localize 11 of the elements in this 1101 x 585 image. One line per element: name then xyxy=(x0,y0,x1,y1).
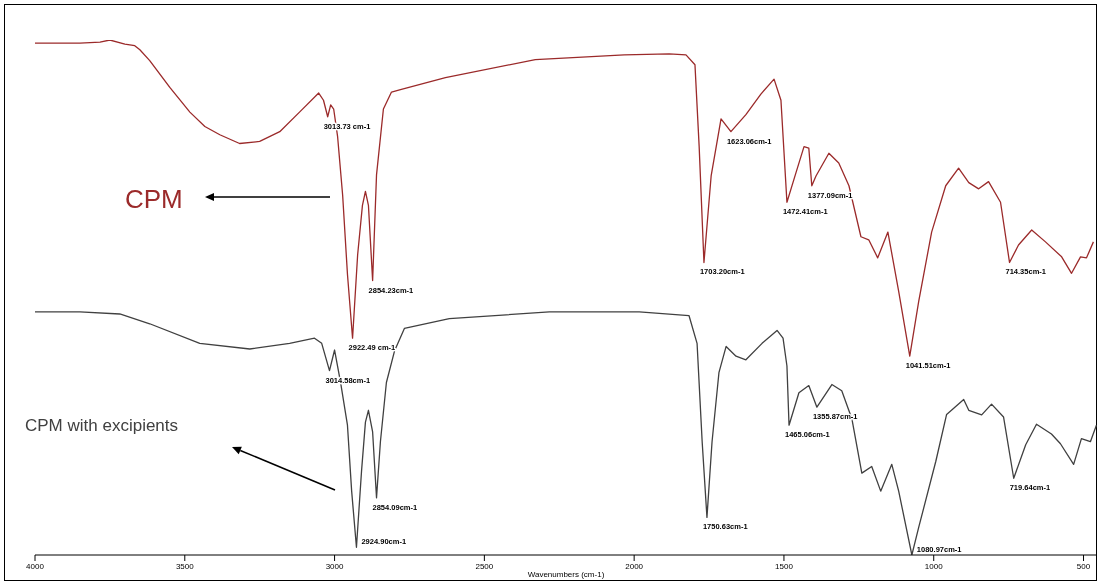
x-tick-label: 2000 xyxy=(625,561,644,571)
x-tick-label: 4000 xyxy=(26,561,45,571)
text: CPM with excipients xyxy=(25,416,179,435)
x-tick-label: 1000 xyxy=(924,561,944,571)
x-tick-label: 3000 xyxy=(325,561,345,571)
x-tick-label: 2500 xyxy=(475,561,494,571)
x-axis-title: Wavenumbers (cm-1) xyxy=(527,570,605,579)
x-tick-label: 1500 xyxy=(775,561,794,571)
x-tick-label: 3500 xyxy=(175,561,195,571)
x-tick-label: 500 xyxy=(1076,561,1091,571)
text: CPM xyxy=(125,184,183,214)
